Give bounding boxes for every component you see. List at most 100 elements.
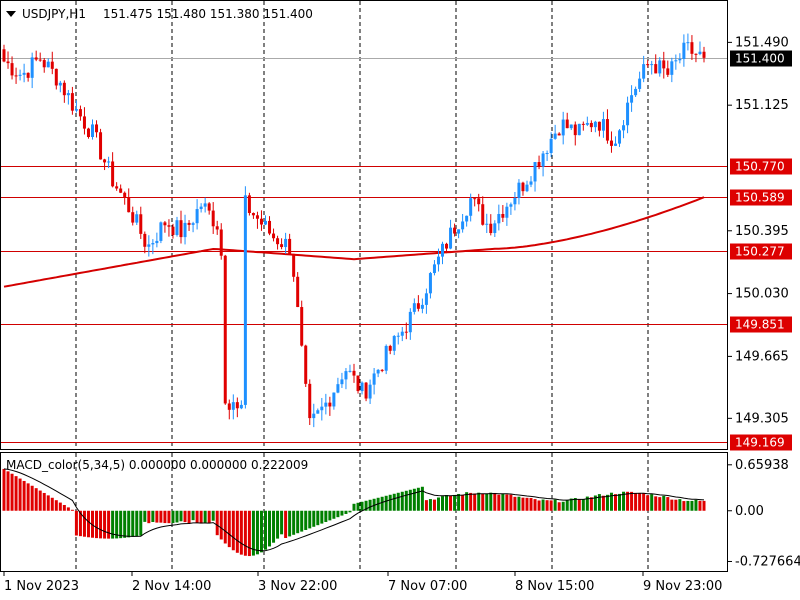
macd-bar xyxy=(601,495,605,511)
macd-bar xyxy=(674,499,678,511)
candle-body xyxy=(694,53,698,55)
candle-body xyxy=(445,243,449,249)
macd-bar xyxy=(549,500,553,511)
macd-bar xyxy=(143,510,147,522)
macd-bar xyxy=(569,498,573,511)
candle-body xyxy=(477,198,481,205)
macd-bar xyxy=(328,510,332,521)
candle-body xyxy=(239,404,243,409)
candle-body xyxy=(6,61,10,64)
macd-bar xyxy=(336,510,340,518)
price-panel-frame xyxy=(0,0,728,450)
candle-body xyxy=(589,122,593,128)
macd-bar xyxy=(461,494,465,511)
macd-bar xyxy=(227,510,231,548)
level-label: 150.589 xyxy=(735,191,785,205)
macd-histogram xyxy=(2,468,706,557)
candle-body xyxy=(509,204,513,207)
macd-bar xyxy=(107,510,111,539)
macd-bar xyxy=(609,492,613,511)
macd-bar xyxy=(86,510,90,538)
candle-body xyxy=(605,119,609,141)
candle-body xyxy=(247,195,251,214)
candle-body xyxy=(26,72,30,78)
macd-bar xyxy=(525,497,529,511)
macd-bar xyxy=(259,510,263,553)
candle-body xyxy=(231,402,235,410)
candle-body xyxy=(284,238,288,248)
macd-bar xyxy=(416,487,420,511)
macd-bar xyxy=(50,497,54,511)
macd-bar xyxy=(34,488,38,511)
macd-bar xyxy=(428,499,432,511)
macd-bar xyxy=(223,510,227,544)
candle-body xyxy=(91,124,95,138)
candle-body xyxy=(255,215,259,219)
candle-body xyxy=(626,102,630,126)
candle-body xyxy=(296,276,300,308)
candle-body xyxy=(670,61,674,75)
level-label: 150.770 xyxy=(735,160,785,174)
candle-body xyxy=(505,206,509,218)
candle-body xyxy=(449,227,453,249)
macd-bar xyxy=(340,510,344,516)
macd-bar xyxy=(207,510,211,524)
candle-body xyxy=(658,60,662,74)
candle-body xyxy=(638,78,642,89)
candle-body xyxy=(143,233,147,247)
macd-bar xyxy=(26,483,30,511)
macd-bar xyxy=(151,510,155,522)
candle-body xyxy=(682,42,686,60)
candle-body xyxy=(424,293,428,305)
candle-body xyxy=(10,63,14,76)
candle-body xyxy=(135,214,139,223)
macd-bar xyxy=(666,497,670,511)
candle-body xyxy=(469,198,473,216)
level-label-bg xyxy=(730,434,792,451)
macd-bar xyxy=(690,500,694,511)
candle-body xyxy=(259,218,263,225)
macd-bar xyxy=(243,510,247,556)
macd-signal-line xyxy=(3,468,705,552)
macd-bar xyxy=(352,503,356,511)
candle-body xyxy=(66,93,70,96)
candle-body xyxy=(662,60,666,69)
macd-bar xyxy=(557,502,561,511)
candle-body xyxy=(344,371,348,380)
candle-body xyxy=(557,133,561,136)
candle-body xyxy=(436,256,440,265)
price-axis: 151.490 151.125 150.395 150.030 149.665 149.3… xyxy=(727,35,789,426)
macd-bar xyxy=(436,497,440,511)
candle-body xyxy=(497,213,501,224)
candle-body xyxy=(525,184,529,192)
candle-body xyxy=(489,223,493,234)
candle-body xyxy=(533,162,537,182)
candle-body xyxy=(203,203,207,207)
macd-bar xyxy=(517,496,521,511)
candle-body xyxy=(545,152,549,154)
candle-body xyxy=(585,122,589,125)
candle-body xyxy=(428,273,432,294)
macd-bar xyxy=(404,490,408,511)
macd-bar xyxy=(618,493,622,511)
candle-body xyxy=(131,212,135,223)
candle-body xyxy=(183,222,187,238)
candle-body xyxy=(618,130,622,144)
triangle-down-icon[interactable] xyxy=(6,11,16,17)
candle-body xyxy=(384,345,388,371)
macd-bar xyxy=(533,499,537,511)
macd-bar xyxy=(521,497,525,511)
macd-bar xyxy=(384,495,388,511)
macd-bar xyxy=(66,507,70,511)
candle-body xyxy=(171,226,175,235)
macd-bar xyxy=(62,504,66,511)
macd-bar xyxy=(46,495,50,511)
candle-body xyxy=(541,153,545,167)
candle-body xyxy=(268,220,272,234)
macd-bar xyxy=(650,494,654,511)
macd-bar xyxy=(493,492,497,511)
price-tick-label: 150.395 xyxy=(735,224,789,239)
candle-body xyxy=(62,82,66,96)
candle-body xyxy=(513,197,517,205)
macd-bar xyxy=(183,510,187,523)
